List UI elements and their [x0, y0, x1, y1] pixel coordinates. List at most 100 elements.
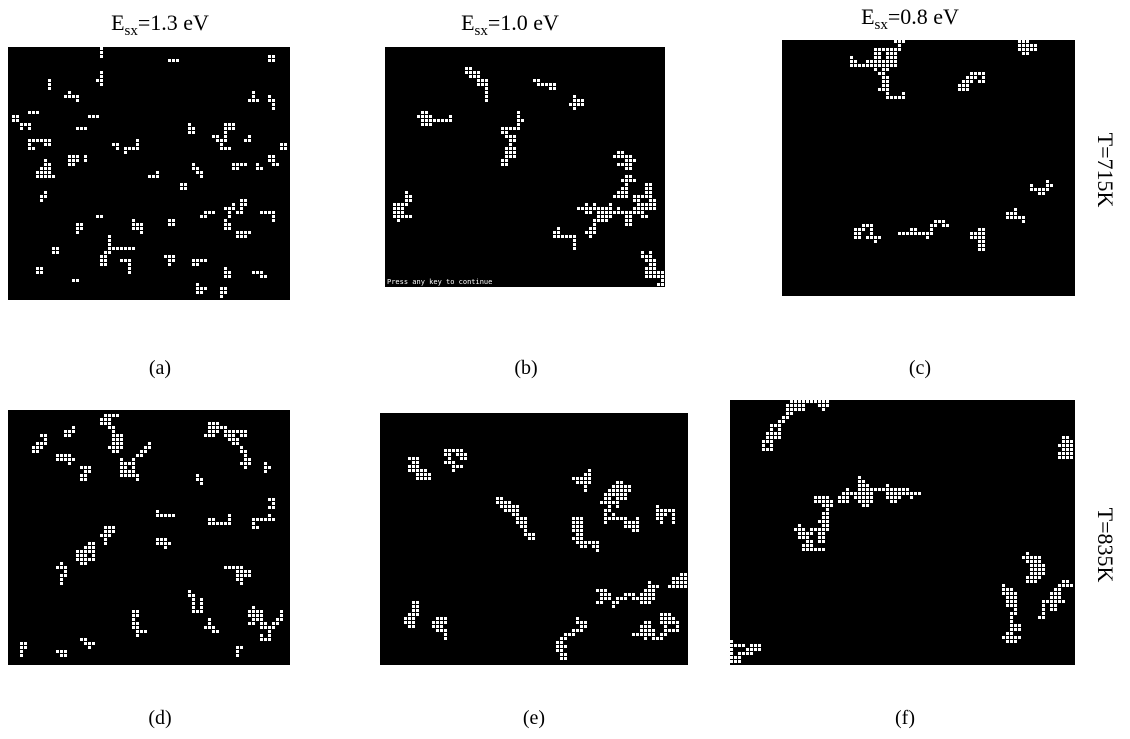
particle: [564, 645, 567, 648]
particle: [64, 430, 67, 433]
particle: [910, 496, 913, 499]
value: =1.0 eV: [488, 10, 559, 35]
particle: [264, 626, 267, 629]
particle: [826, 504, 829, 507]
particle: [24, 123, 27, 126]
particle: [1006, 596, 1009, 599]
particle: [509, 151, 512, 154]
particle: [653, 203, 656, 206]
particle: [232, 163, 235, 166]
particle: [136, 478, 139, 481]
particle: [108, 243, 111, 246]
particle: [600, 589, 603, 592]
particle: [272, 506, 275, 509]
particle: [609, 203, 612, 206]
particle: [644, 633, 647, 636]
particle: [256, 271, 259, 274]
particle: [1066, 444, 1069, 447]
particle: [60, 582, 63, 585]
particle: [580, 621, 583, 624]
particle: [224, 430, 227, 433]
particle: [584, 481, 587, 484]
particle: [108, 526, 111, 529]
particle: [625, 191, 628, 194]
particle: [132, 622, 135, 625]
particle: [404, 621, 407, 624]
particle: [485, 79, 488, 82]
particle: [104, 534, 107, 537]
particle: [982, 72, 985, 75]
particle: [802, 536, 805, 539]
particle: [192, 127, 195, 130]
particle: [64, 95, 67, 98]
particle: [1010, 596, 1013, 599]
particle: [584, 545, 587, 548]
particle: [420, 477, 423, 480]
particle: [569, 103, 572, 106]
particle: [890, 488, 893, 491]
particle: [108, 418, 111, 421]
particle: [645, 191, 648, 194]
value: =0.8 eV: [888, 4, 959, 29]
particle: [580, 477, 583, 480]
particle: [465, 71, 468, 74]
particle: [264, 275, 267, 278]
particle: [268, 211, 271, 214]
particle: [556, 649, 559, 652]
particle: [766, 440, 769, 443]
particle: [448, 457, 451, 460]
particle: [680, 581, 683, 584]
particle: [866, 496, 869, 499]
particle: [660, 637, 663, 640]
particle: [645, 275, 648, 278]
particle: [240, 450, 243, 453]
particle: [870, 64, 873, 67]
particle: [232, 167, 235, 170]
particle: [513, 127, 516, 130]
particle: [1046, 180, 1049, 183]
particle: [906, 492, 909, 495]
particle: [810, 540, 813, 543]
particle: [802, 404, 805, 407]
particle: [76, 227, 79, 230]
particle: [120, 442, 123, 445]
particle: [1050, 604, 1053, 607]
particle: [496, 501, 499, 504]
particle: [537, 83, 540, 86]
particle: [874, 68, 877, 71]
particle: [144, 446, 147, 449]
particle: [862, 224, 865, 227]
particle: [850, 492, 853, 495]
particle: [625, 219, 628, 222]
particle: [806, 540, 809, 543]
particle: [192, 167, 195, 170]
particle: [974, 232, 977, 235]
particle: [802, 400, 805, 403]
particle: [604, 513, 607, 516]
particle: [477, 71, 480, 74]
particle: [416, 601, 419, 604]
particle: [1010, 640, 1013, 643]
particle: [220, 143, 223, 146]
particle: [228, 514, 231, 517]
particle: [738, 652, 741, 655]
particle: [220, 522, 223, 525]
particle: [84, 478, 87, 481]
particle: [128, 247, 131, 250]
particle: [1038, 568, 1041, 571]
particle: [1026, 560, 1029, 563]
particle: [260, 626, 263, 629]
particle: [112, 434, 115, 437]
particle: [612, 605, 615, 608]
particle: [1010, 620, 1013, 623]
particle: [898, 492, 901, 495]
particle: [84, 159, 87, 162]
particle: [886, 484, 889, 487]
particle: [890, 500, 893, 503]
particle: [144, 450, 147, 453]
particle: [644, 589, 647, 592]
particle: [88, 550, 91, 553]
particle: [224, 426, 227, 429]
particle: [1054, 608, 1057, 611]
particle: [188, 127, 191, 130]
